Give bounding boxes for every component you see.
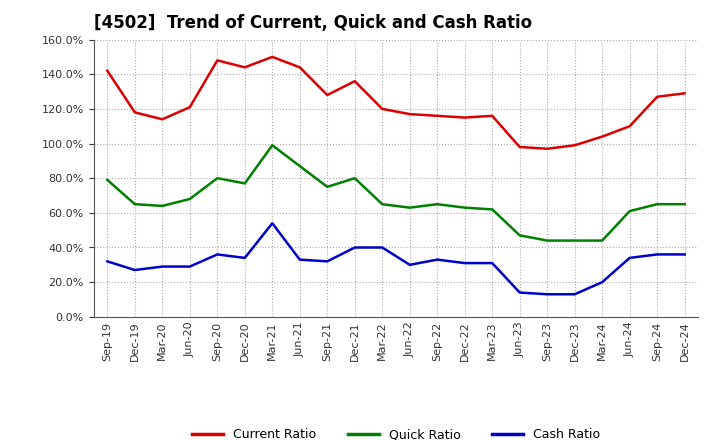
Current Ratio [405, 111, 414, 117]
Current Ratio [186, 105, 194, 110]
Quick Ratio [323, 184, 332, 190]
Quick Ratio [351, 176, 359, 181]
Cash Ratio [295, 257, 304, 262]
Current Ratio [598, 134, 606, 139]
Quick Ratio [295, 163, 304, 169]
Quick Ratio [158, 203, 166, 209]
Quick Ratio [268, 143, 276, 148]
Current Ratio [653, 94, 662, 99]
Current Ratio [516, 144, 524, 150]
Cash Ratio [543, 292, 552, 297]
Cash Ratio [213, 252, 222, 257]
Cash Ratio [351, 245, 359, 250]
Cash Ratio [268, 220, 276, 226]
Quick Ratio [543, 238, 552, 243]
Current Ratio [158, 117, 166, 122]
Legend: Current Ratio, Quick Ratio, Cash Ratio: Current Ratio, Quick Ratio, Cash Ratio [192, 429, 600, 440]
Line: Quick Ratio: Quick Ratio [107, 145, 685, 241]
Quick Ratio [240, 181, 249, 186]
Cash Ratio [488, 260, 497, 266]
Text: [4502]  Trend of Current, Quick and Cash Ratio: [4502] Trend of Current, Quick and Cash … [94, 15, 532, 33]
Cash Ratio [378, 245, 387, 250]
Quick Ratio [570, 238, 579, 243]
Quick Ratio [653, 202, 662, 207]
Current Ratio [460, 115, 469, 120]
Cash Ratio [516, 290, 524, 295]
Cash Ratio [103, 259, 112, 264]
Current Ratio [378, 106, 387, 111]
Current Ratio [103, 68, 112, 73]
Current Ratio [433, 113, 441, 118]
Current Ratio [268, 54, 276, 59]
Current Ratio [130, 110, 139, 115]
Current Ratio [323, 92, 332, 98]
Current Ratio [626, 124, 634, 129]
Cash Ratio [240, 255, 249, 260]
Cash Ratio [433, 257, 441, 262]
Cash Ratio [680, 252, 689, 257]
Cash Ratio [626, 255, 634, 260]
Quick Ratio [103, 177, 112, 183]
Current Ratio [488, 113, 497, 118]
Current Ratio [240, 65, 249, 70]
Quick Ratio [433, 202, 441, 207]
Current Ratio [543, 146, 552, 151]
Quick Ratio [405, 205, 414, 210]
Line: Cash Ratio: Cash Ratio [107, 223, 685, 294]
Cash Ratio [130, 268, 139, 273]
Cash Ratio [570, 292, 579, 297]
Quick Ratio [213, 176, 222, 181]
Current Ratio [570, 143, 579, 148]
Cash Ratio [653, 252, 662, 257]
Quick Ratio [598, 238, 606, 243]
Quick Ratio [186, 196, 194, 202]
Current Ratio [295, 65, 304, 70]
Cash Ratio [598, 279, 606, 285]
Quick Ratio [626, 209, 634, 214]
Quick Ratio [130, 202, 139, 207]
Current Ratio [213, 58, 222, 63]
Cash Ratio [460, 260, 469, 266]
Cash Ratio [323, 259, 332, 264]
Quick Ratio [378, 202, 387, 207]
Cash Ratio [405, 262, 414, 268]
Quick Ratio [488, 207, 497, 212]
Line: Current Ratio: Current Ratio [107, 57, 685, 149]
Current Ratio [680, 91, 689, 96]
Quick Ratio [460, 205, 469, 210]
Quick Ratio [516, 233, 524, 238]
Current Ratio [351, 78, 359, 84]
Cash Ratio [186, 264, 194, 269]
Cash Ratio [158, 264, 166, 269]
Quick Ratio [680, 202, 689, 207]
